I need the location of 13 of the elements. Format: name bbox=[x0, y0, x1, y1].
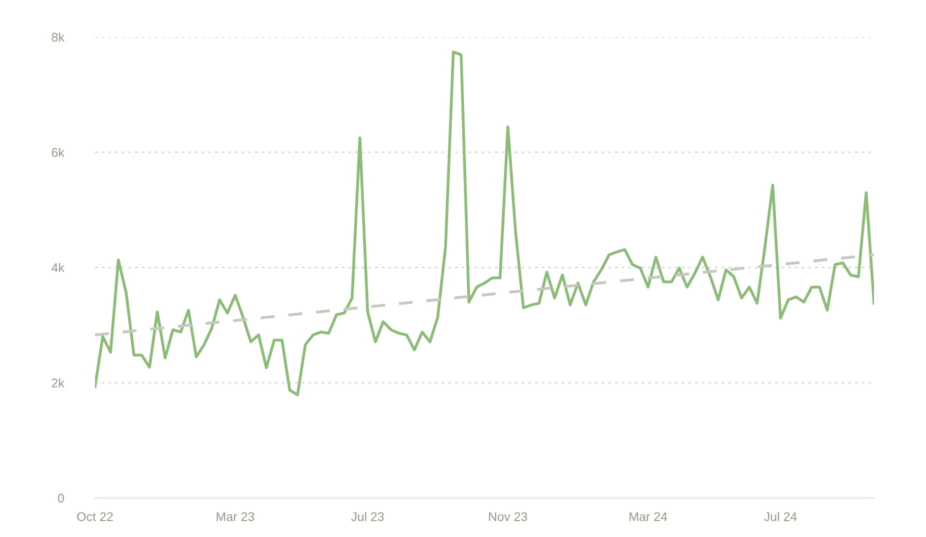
x-tick-label: Jul 24 bbox=[764, 512, 797, 522]
y-tick-label: 0 bbox=[58, 494, 64, 503]
y-tick-label: 6k bbox=[52, 148, 64, 157]
x-tick-label: Mar 23 bbox=[216, 512, 254, 522]
y-tick-label: 2k bbox=[52, 378, 64, 388]
y-tick-label: 4k bbox=[52, 262, 64, 272]
x-tick-label: Oct 22 bbox=[77, 512, 113, 522]
x-tick-label: Jul 23 bbox=[351, 512, 384, 522]
x-tick-label: Nov 23 bbox=[489, 512, 528, 522]
x-tick-label: Mar 24 bbox=[630, 512, 668, 522]
y-tick-label: 8k bbox=[52, 32, 64, 42]
line-series bbox=[95, 50, 874, 396]
line-series bbox=[95, 253, 874, 336]
